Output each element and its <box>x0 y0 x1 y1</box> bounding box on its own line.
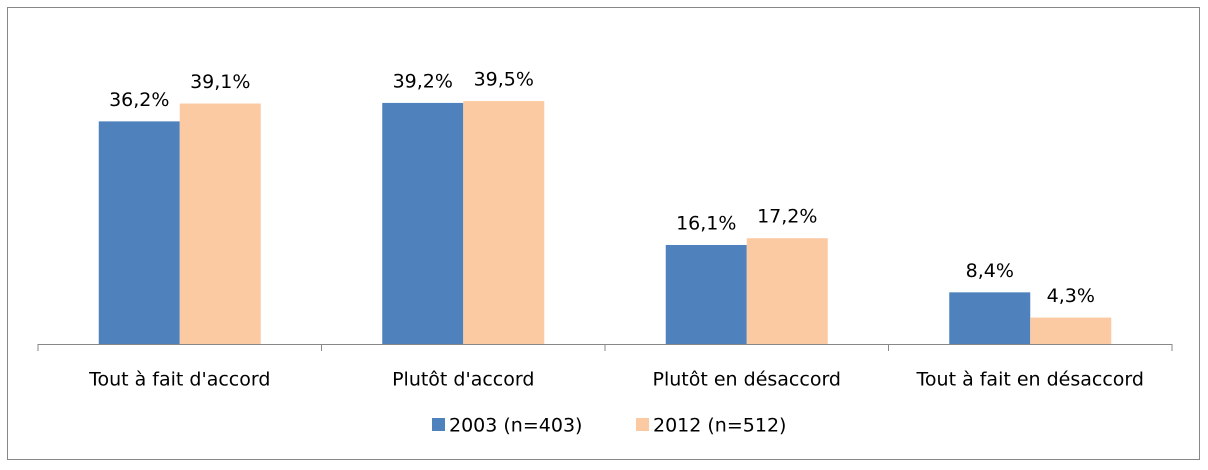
value-label: 16,1% <box>676 212 736 234</box>
bar <box>179 103 261 344</box>
bar <box>382 102 464 344</box>
value-label: 17,2% <box>757 206 817 228</box>
legend-label: 2003 (n=403) <box>449 415 582 437</box>
value-label: 8,4% <box>966 260 1014 282</box>
legend-swatch <box>432 418 445 431</box>
bar <box>98 121 180 345</box>
value-label: 39,5% <box>474 69 534 91</box>
value-label: 36,2% <box>109 89 169 111</box>
bar <box>1030 317 1112 344</box>
legend-swatch <box>636 418 649 431</box>
x-tick-label: Plutôt en désaccord <box>653 369 841 391</box>
value-label: 4,3% <box>1047 285 1095 307</box>
bar <box>949 292 1031 344</box>
bar <box>746 238 828 344</box>
x-tick-label: Tout à fait d'accord <box>88 369 270 391</box>
bar <box>665 244 747 344</box>
bar <box>463 101 545 344</box>
x-tick-label: Plutôt d'accord <box>392 369 534 391</box>
legend-label: 2012 (n=512) <box>653 415 786 437</box>
x-tick-label: Tout à fait en désaccord <box>916 369 1144 391</box>
value-label: 39,1% <box>190 71 250 93</box>
value-label: 39,2% <box>393 70 453 92</box>
